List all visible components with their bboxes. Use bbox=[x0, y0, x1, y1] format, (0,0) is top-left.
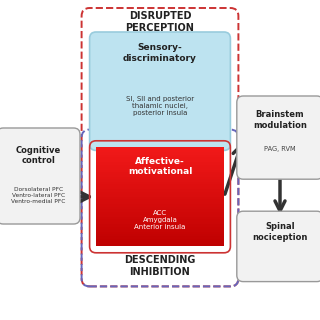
Bar bbox=[96, 194, 224, 197]
Text: Brainstem
modulation: Brainstem modulation bbox=[253, 110, 307, 130]
Bar bbox=[96, 243, 224, 246]
Bar bbox=[96, 204, 224, 207]
Bar bbox=[96, 166, 224, 170]
Bar bbox=[96, 191, 224, 194]
Bar bbox=[96, 213, 224, 217]
Bar bbox=[96, 184, 224, 187]
Text: DISRUPTED
PERCEPTION: DISRUPTED PERCEPTION bbox=[125, 11, 195, 33]
Bar bbox=[96, 209, 224, 212]
Text: DESCENDING
INHIBITION: DESCENDING INHIBITION bbox=[124, 255, 196, 277]
Bar bbox=[96, 199, 224, 202]
Bar bbox=[96, 164, 224, 167]
Text: Affective-
motivational: Affective- motivational bbox=[128, 157, 192, 176]
Bar bbox=[96, 181, 224, 184]
Bar bbox=[96, 156, 224, 160]
Bar bbox=[96, 206, 224, 209]
FancyBboxPatch shape bbox=[0, 128, 80, 224]
Bar bbox=[96, 172, 224, 174]
Bar bbox=[96, 216, 224, 219]
Bar bbox=[96, 211, 224, 214]
Bar bbox=[96, 176, 224, 180]
Bar bbox=[96, 159, 224, 162]
Bar bbox=[96, 147, 224, 150]
Bar bbox=[96, 174, 224, 177]
Text: Dorsolateral PFC
Ventro-lateral PFC
Ventro-medial PFC: Dorsolateral PFC Ventro-lateral PFC Vent… bbox=[11, 187, 66, 204]
Bar bbox=[96, 149, 224, 152]
Bar bbox=[96, 219, 224, 221]
Bar bbox=[96, 201, 224, 204]
Bar bbox=[96, 154, 224, 157]
Text: ACC
Amygdala
Anterior insula: ACC Amygdala Anterior insula bbox=[134, 210, 186, 230]
Bar bbox=[96, 228, 224, 232]
FancyBboxPatch shape bbox=[237, 96, 320, 179]
FancyBboxPatch shape bbox=[237, 211, 320, 282]
Text: Spinal
nociception: Spinal nociception bbox=[252, 222, 308, 242]
Bar bbox=[96, 238, 224, 241]
Text: Cognitive
control: Cognitive control bbox=[16, 146, 61, 165]
Bar bbox=[96, 179, 224, 182]
FancyBboxPatch shape bbox=[90, 32, 230, 150]
Bar bbox=[96, 186, 224, 189]
Text: Sensory-
discriminatory: Sensory- discriminatory bbox=[123, 43, 197, 63]
Bar bbox=[96, 233, 224, 236]
Bar bbox=[96, 236, 224, 239]
Bar bbox=[96, 231, 224, 234]
Bar bbox=[96, 221, 224, 224]
Bar bbox=[96, 223, 224, 227]
Bar bbox=[96, 189, 224, 192]
Bar bbox=[96, 161, 224, 164]
Bar bbox=[96, 241, 224, 244]
Bar bbox=[96, 151, 224, 155]
Bar bbox=[96, 169, 224, 172]
Bar bbox=[96, 226, 224, 229]
Bar bbox=[96, 196, 224, 199]
Text: SI, SII and posterior
thalamic nuclei,
posterior insula: SI, SII and posterior thalamic nuclei, p… bbox=[126, 96, 194, 116]
Text: PAG, RVM: PAG, RVM bbox=[264, 146, 296, 152]
